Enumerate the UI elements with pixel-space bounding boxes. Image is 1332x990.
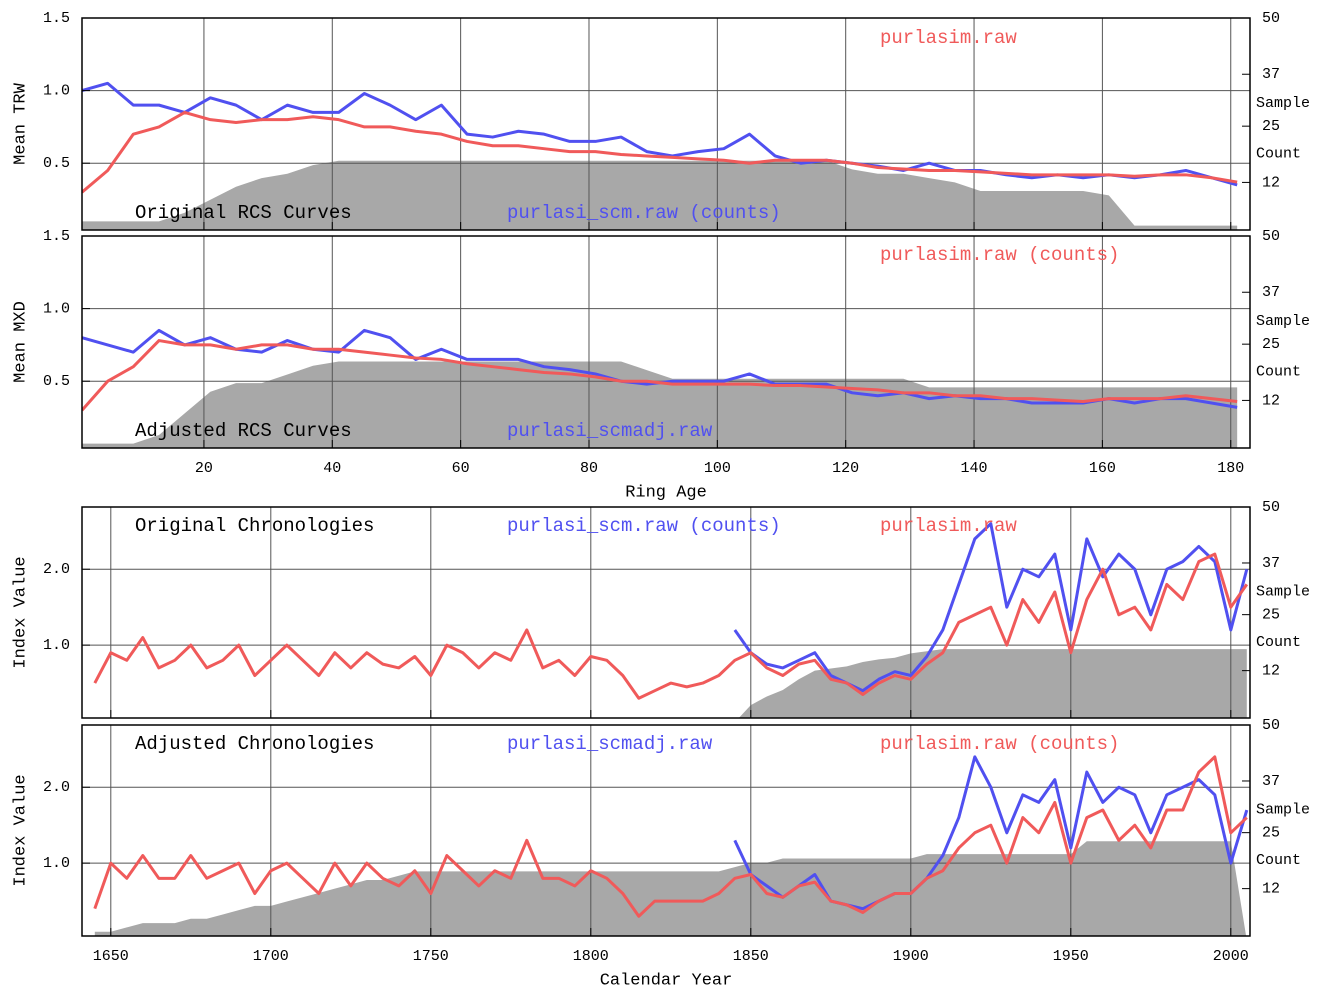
plot-frame [81,235,1251,449]
panel: 1.0 2.0 12 25 37 50 Sample Count Index Value Orig… [11,499,1310,719]
x-tick-label: 1850 [733,948,769,965]
y-axis-label: Index Value [11,556,30,668]
y2-axis-label: Sample [1256,95,1310,112]
count-area [94,841,1247,936]
count-area [94,649,1247,718]
x-tick-label: 40 [323,460,341,477]
y2-axis-label: Count [1256,634,1301,651]
x-tick-label: 1700 [253,948,289,965]
y2-axis-label: Sample [1256,313,1310,330]
x-tick-label: 140 [961,460,988,477]
panel: 0.5 1.0 1.5 12 25 37 50 Sample Count 20 40 60 80 100 1… [11,228,1310,503]
x-axis-label: Ring Age [625,483,707,502]
legend-entry: purlasim.raw (counts) [880,733,1119,755]
panel: 1.0 2.0 12 25 37 50 Sample Count 1650 1700 1750 180… [11,717,1310,990]
panel-label: Original Chronologies [135,515,374,537]
count-area [82,361,1238,448]
legend-entry: purlasim.raw (counts) [880,244,1119,266]
y-tick-label: 0.5 [43,373,70,390]
count-area [82,160,1238,230]
y-tick-label: 1.0 [43,637,70,654]
x-tick-label: 20 [195,460,213,477]
plot-area [82,725,1250,936]
plot-area [82,18,1250,230]
y-tick-label: 1.0 [43,83,70,100]
y2-tick-label: 25 [1262,607,1280,624]
y-tick-label: 1.5 [43,228,70,245]
y2-tick-label: 25 [1262,825,1280,842]
y-tick-label: 1.0 [43,855,70,872]
y2-tick-label: 37 [1262,555,1280,572]
legend-entry: purlasi_scm.raw (counts) [507,202,781,224]
x-tick-label: 1950 [1053,948,1089,965]
legend-entry: purlasi_scmadj.raw [507,420,713,442]
x-tick-label: 1650 [93,948,129,965]
panel-label: Adjusted RCS Curves [135,420,352,442]
series-line [93,552,1249,700]
legend-entry: purlasim.raw [880,515,1017,537]
y2-tick-label: 12 [1262,392,1280,409]
y2-tick-label: 50 [1262,499,1280,516]
y2-tick-label: 12 [1262,174,1280,191]
y-tick-label: 0.5 [43,155,70,172]
legend-entry: purlasim.raw [880,27,1017,49]
y-axis-label: Mean MXD [11,301,30,383]
series-line [733,755,1249,911]
x-tick-label: 1750 [413,948,449,965]
panel: 0.5 1.0 1.5 12 25 37 50 Sample Count Mean TRW Orig… [11,10,1310,231]
y2-axis-label: Count [1256,364,1301,381]
x-tick-label: 120 [832,460,859,477]
series-line [82,339,1238,412]
y-tick-label: 1.5 [43,10,70,27]
y2-tick-label: 50 [1262,10,1280,27]
plot-frame [81,724,1251,937]
panel-label: Adjusted Chronologies [135,733,374,755]
y2-tick-label: 50 [1262,228,1280,245]
legend-entry: purlasi_scmadj.raw [507,733,713,755]
plot-area [82,236,1250,448]
y-axis-label: Index Value [11,774,30,886]
y2-tick-label: 25 [1262,336,1280,353]
plot-frame [81,506,1251,719]
x-tick-label: 1800 [573,948,609,965]
series-line [93,755,1248,918]
y-axis-label: Mean TRW [11,82,30,164]
plot-area [82,507,1250,718]
y2-tick-label: 50 [1262,717,1280,734]
y2-axis-label: Count [1256,146,1301,163]
y2-tick-label: 37 [1262,66,1280,83]
y2-axis-label: Sample [1256,583,1310,600]
panel-label: Original RCS Curves [135,202,352,224]
series-line [733,522,1249,693]
x-tick-label: 60 [452,460,470,477]
y-tick-label: 2.0 [43,779,70,796]
y2-axis-label: Count [1256,852,1301,869]
y-tick-label: 1.0 [43,301,70,318]
legend-entry: purlasi_scm.raw (counts) [507,515,781,537]
series-line [82,110,1238,194]
x-tick-label: 2000 [1213,948,1249,965]
x-tick-label: 1900 [893,948,929,965]
y2-tick-label: 12 [1262,663,1280,680]
y2-tick-label: 37 [1262,773,1280,790]
y2-tick-label: 12 [1262,881,1280,898]
x-tick-label: 160 [1089,460,1116,477]
x-tick-label: 180 [1217,460,1244,477]
y2-axis-label: Sample [1256,801,1310,818]
x-tick-label: 80 [580,460,598,477]
y2-tick-label: 37 [1262,284,1280,301]
x-tick-label: 100 [704,460,731,477]
plot-frame [81,17,1251,231]
x-axis-label: Calendar Year [600,971,733,990]
y-tick-label: 2.0 [43,561,70,578]
y2-tick-label: 25 [1262,118,1280,135]
